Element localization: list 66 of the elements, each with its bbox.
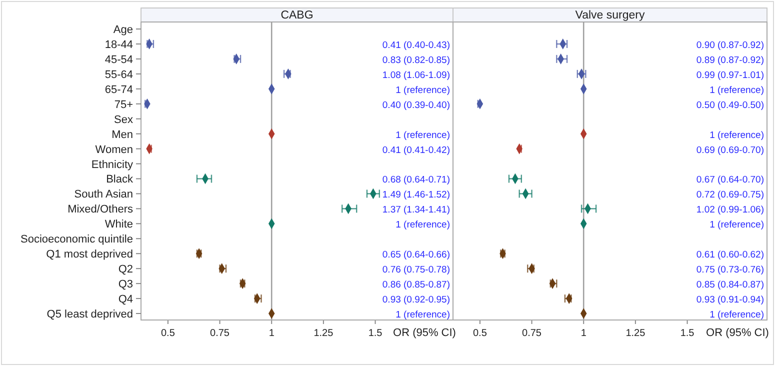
data-label: 0.68 (0.64-0.71) xyxy=(382,174,450,186)
x-tick-label: 0.5 xyxy=(161,328,176,339)
data-label: 0.67 (0.64-0.70) xyxy=(696,174,764,186)
data-label: 0.69 (0.69-0.70) xyxy=(696,144,764,156)
x-tick-label: 0.5 xyxy=(473,328,488,339)
data-label: 1 (reference) xyxy=(710,84,764,96)
y-tick-label: Q4 xyxy=(118,294,133,306)
data-label: 0.76 (0.75-0.78) xyxy=(382,264,450,276)
data-label: 1 (reference) xyxy=(396,310,450,320)
data-label: 0.99 (0.97-1.01) xyxy=(696,70,764,81)
data-label: 1 (reference) xyxy=(710,310,764,320)
data-label: 1.02 (0.99-1.06) xyxy=(696,204,764,216)
data-label: 1 (reference) xyxy=(396,220,450,231)
x-tick-label: 0.75 xyxy=(210,328,230,339)
x-tick-label: 1.25 xyxy=(626,328,646,339)
x-axis-title: OR (95% CI) xyxy=(393,327,456,339)
x-tick-label: 0.75 xyxy=(522,328,542,339)
data-label: 0.72 (0.69-0.75) xyxy=(696,190,764,201)
data-label: 0.40 (0.39-0.40) xyxy=(382,100,450,111)
data-label: 0.75 (0.73-0.76) xyxy=(696,264,764,276)
data-label: 0.89 (0.87-0.92) xyxy=(696,54,764,66)
y-tick-label: Socioeconomic quintile xyxy=(20,234,133,246)
y-tick-label: Women xyxy=(95,144,133,156)
x-tick-label: 1.5 xyxy=(368,328,383,339)
data-label: 0.90 (0.87-0.92) xyxy=(696,40,764,51)
data-label: 0.50 (0.49-0.50) xyxy=(696,100,764,111)
y-tick-label: Q5 least deprived xyxy=(46,308,133,320)
y-tick-label: Q3 xyxy=(118,278,133,291)
data-label: 0.86 (0.85-0.87) xyxy=(382,280,450,291)
y-tick-label: 55-64 xyxy=(104,68,133,81)
y-tick-label: Mixed/Others xyxy=(68,204,134,216)
x-tick-label: 1.5 xyxy=(680,328,695,339)
y-tick-label: Age xyxy=(113,24,133,36)
data-label: 1 (reference) xyxy=(396,130,450,141)
y-tick-label: 75+ xyxy=(114,98,133,111)
y-tick-label: 65-74 xyxy=(104,84,133,96)
x-axis-title: OR (95% CI) xyxy=(706,327,769,339)
chart-title: Valve surgery xyxy=(575,10,645,22)
data-label: 1 (reference) xyxy=(710,130,764,141)
data-label: 0.83 (0.82-0.85) xyxy=(382,54,450,66)
y-tick-label: 45-54 xyxy=(104,54,133,66)
chart-title: CABG xyxy=(280,10,314,22)
data-label: 0.93 (0.92-0.95) xyxy=(382,294,450,306)
y-tick-label: South Asian xyxy=(74,188,133,201)
data-label: 0.41 (0.40-0.43) xyxy=(382,40,450,51)
data-label: 1.49 (1.46-1.52) xyxy=(382,190,450,201)
y-tick-label: 18-44 xyxy=(104,38,133,51)
y-tick-label: White xyxy=(104,218,133,231)
data-label: 1.37 (1.34-1.41) xyxy=(382,204,450,216)
y-tick-label: Ethnicity xyxy=(91,158,134,171)
y-tick-label: Black xyxy=(106,174,134,186)
y-tick-label: Sex xyxy=(114,114,134,126)
data-label: 1 (reference) xyxy=(396,84,450,96)
x-tick-label: 1.25 xyxy=(314,328,334,339)
data-label: 1.08 (1.06-1.09) xyxy=(382,70,450,81)
data-label: 0.65 (0.64-0.66) xyxy=(382,250,450,261)
x-tick-label: 1 xyxy=(580,328,587,339)
x-tick-label: 1 xyxy=(268,328,275,339)
data-label: 0.41 (0.41-0.42) xyxy=(382,144,450,156)
data-label: 0.61 (0.60-0.62) xyxy=(696,250,764,261)
y-tick-label: Q1 most deprived xyxy=(46,248,133,261)
y-tick-label: Men xyxy=(112,128,133,141)
data-label: 1 (reference) xyxy=(710,220,764,231)
data-label: 0.85 (0.84-0.87) xyxy=(696,280,764,291)
y-tick-label: Q2 xyxy=(118,264,133,276)
data-label: 0.93 (0.91-0.94) xyxy=(696,294,764,306)
